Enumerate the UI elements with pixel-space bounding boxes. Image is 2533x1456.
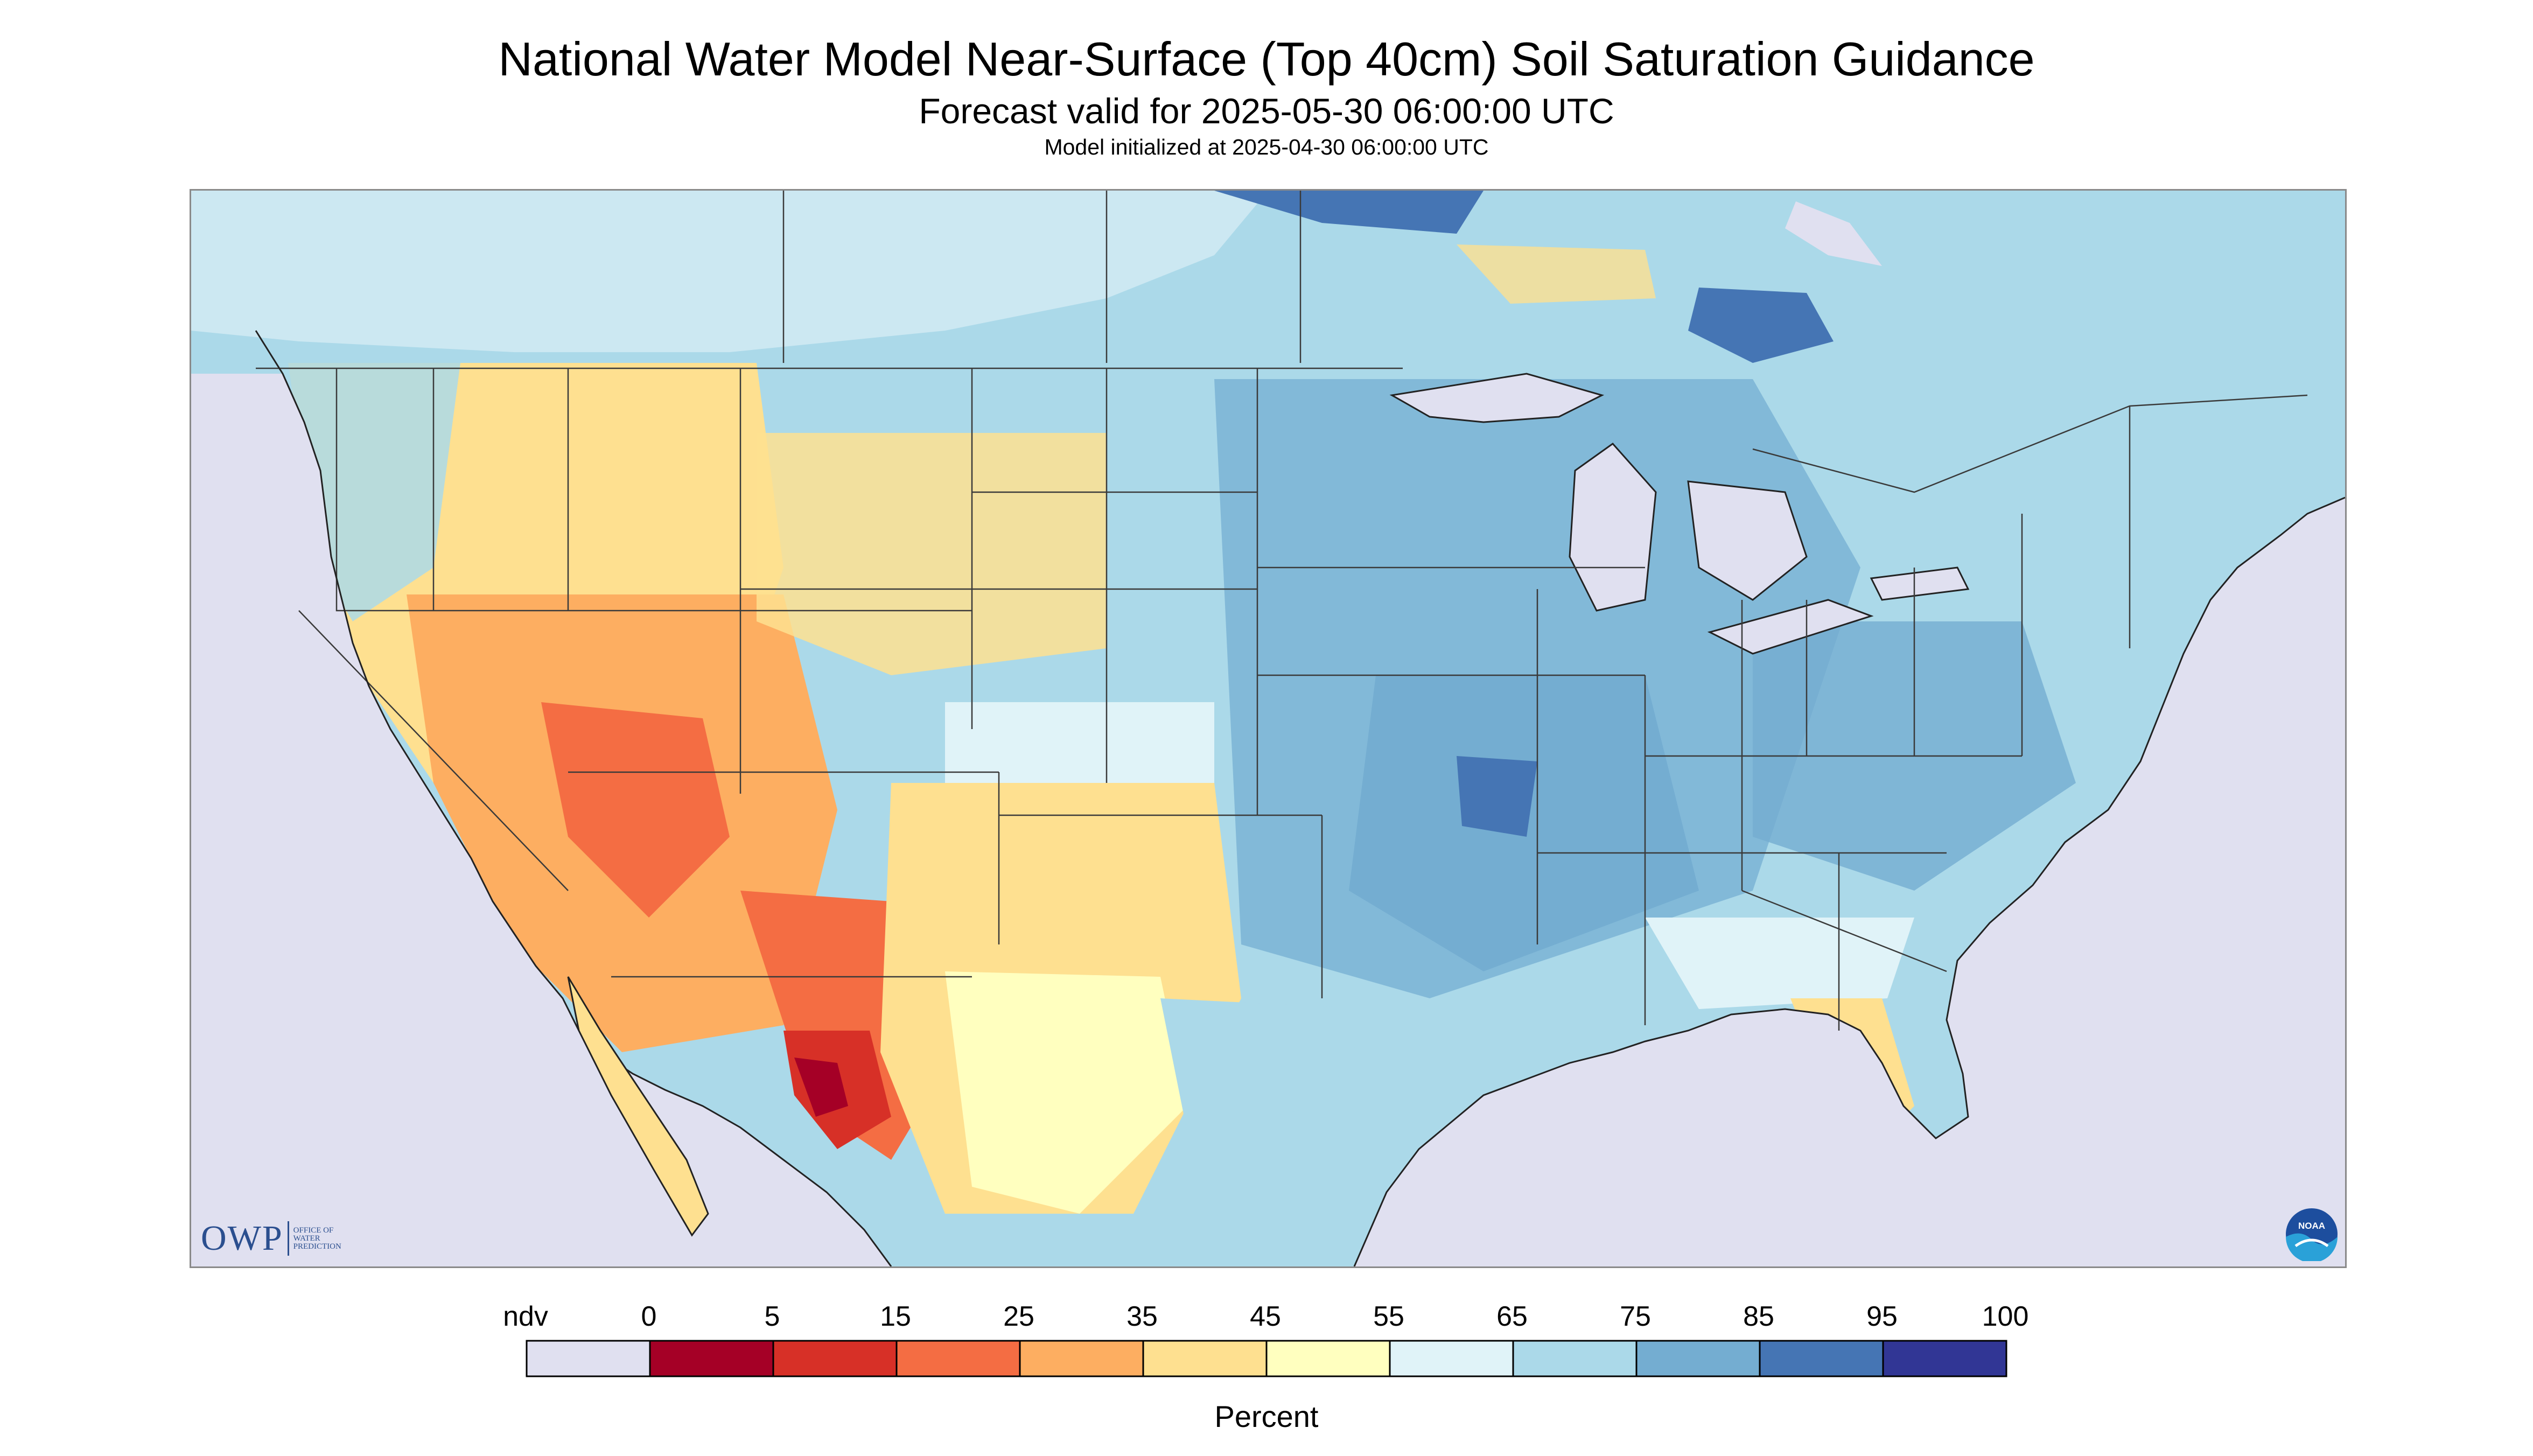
legend-tick-label: 95 — [1866, 1301, 1898, 1332]
baja-california — [567, 976, 709, 1237]
legend-swatch — [1759, 1340, 1884, 1377]
owp-logo-subtext: OFFICE OF WATER PREDICTION — [293, 1226, 341, 1251]
map-title: National Water Model Near-Surface (Top 4… — [498, 32, 2035, 86]
legend-swatch — [895, 1340, 1021, 1377]
legend-swatch — [1635, 1340, 1761, 1377]
legend-tick-label: 100 — [1982, 1301, 2029, 1332]
header: National Water Model Near-Surface (Top 4… — [0, 30, 2533, 161]
legend-swatches — [526, 1340, 2007, 1377]
legend-swatch — [1389, 1340, 1514, 1377]
owp-logo-divider — [287, 1221, 289, 1256]
legend-tick-label: 75 — [1620, 1301, 1651, 1332]
legend-swatch — [1512, 1340, 1638, 1377]
soil-saturation-map: OWP OFFICE OF WATER PREDICTION NOAA — [190, 189, 2347, 1268]
forecast-valid-time: Forecast valid for 2025-05-30 06:00:00 U… — [919, 91, 1614, 131]
lake-michigan — [1569, 442, 1657, 612]
ontario-wet-patch — [1688, 288, 1834, 363]
state-borders — [256, 191, 2308, 1031]
legend-tick-label: 5 — [764, 1301, 780, 1332]
west-coastline — [255, 330, 892, 1266]
map-canvas — [191, 191, 2345, 1266]
legend-swatch — [1019, 1340, 1144, 1377]
legend-tick-label: 65 — [1496, 1301, 1528, 1332]
legend-labels: ndv 0 5 15 25 35 45 55 65 75 85 95 100 — [503, 1300, 2028, 1333]
legend-tick-label: 55 — [1373, 1301, 1404, 1332]
legend-tick-label: 25 — [1003, 1301, 1034, 1332]
lake-huron — [1687, 480, 1808, 601]
legend-tick-label: 15 — [880, 1301, 911, 1332]
color-legend — [526, 1340, 2007, 1377]
legend-swatch — [1882, 1340, 2007, 1377]
legend-swatch — [772, 1340, 898, 1377]
legend-swatch-ndv — [526, 1340, 651, 1377]
owp-logo: OWP OFFICE OF WATER PREDICTION — [201, 1218, 341, 1259]
noaa-logo: NOAA — [2286, 1208, 2338, 1261]
legend-swatch — [649, 1340, 774, 1377]
legend-tick-label: 0 — [641, 1301, 657, 1332]
lake-ontario — [1870, 566, 1970, 601]
canada-west-shade — [191, 191, 1268, 352]
legend-tick-label: 45 — [1250, 1301, 1281, 1332]
hudson-bay-water — [1785, 201, 1882, 266]
hudson-wet-patch — [1214, 191, 1484, 234]
lake-erie — [1707, 599, 1874, 655]
owp-logo-text: OWP — [201, 1219, 283, 1258]
legend-swatch — [1265, 1340, 1391, 1377]
legend-title: Percent — [1214, 1399, 1319, 1433]
legend-swatch — [1142, 1340, 1268, 1377]
legend-tick-label: 85 — [1743, 1301, 1774, 1332]
model-init-time: Model initialized at 2025-04-30 06:00:00… — [1044, 135, 1489, 159]
legend-tick-label: 35 — [1126, 1301, 1158, 1332]
noaa-logo-text: NOAA — [2298, 1221, 2325, 1231]
manitoba-dry-patch — [1457, 244, 1656, 304]
legend-ndv-label: ndv — [503, 1301, 548, 1332]
gulf-atlantic-coastline — [1353, 496, 2345, 1266]
lake-superior — [1389, 373, 1605, 423]
